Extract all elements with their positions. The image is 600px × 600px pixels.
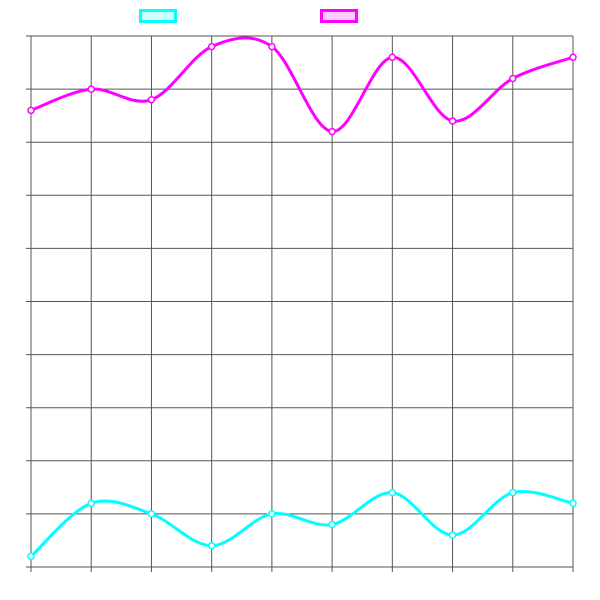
series-2-point-2 <box>87 85 95 93</box>
series-2-point-6 <box>328 127 336 136</box>
series-1-point-10 <box>569 499 577 508</box>
legend-swatch-series-1 <box>139 9 177 23</box>
series-2-point-1 <box>27 106 35 115</box>
series-2-point-3 <box>147 95 156 104</box>
series-1-point-2 <box>87 499 95 508</box>
series-1-point-7 <box>388 488 397 497</box>
series-1-point-4 <box>207 542 216 550</box>
series-2-point-8 <box>448 117 457 125</box>
series-1-point-8 <box>448 531 457 539</box>
series-1-point-3 <box>147 510 156 518</box>
legend-swatch-series-2 <box>320 9 358 23</box>
series-1-point-5 <box>268 510 276 518</box>
series-1-point-9 <box>509 488 517 497</box>
series-2-line <box>29 36 575 134</box>
series-1-point-6 <box>328 520 336 529</box>
series-2-point-10 <box>569 53 577 61</box>
series-1-line <box>29 490 575 558</box>
grid <box>26 35 574 572</box>
series-layer <box>27 36 577 561</box>
series-1-point-1 <box>27 552 35 561</box>
series-2-point-5 <box>268 42 276 51</box>
series-2-point-9 <box>509 74 517 83</box>
series-2-point-7 <box>388 53 397 61</box>
series-2-point-4 <box>207 42 216 51</box>
